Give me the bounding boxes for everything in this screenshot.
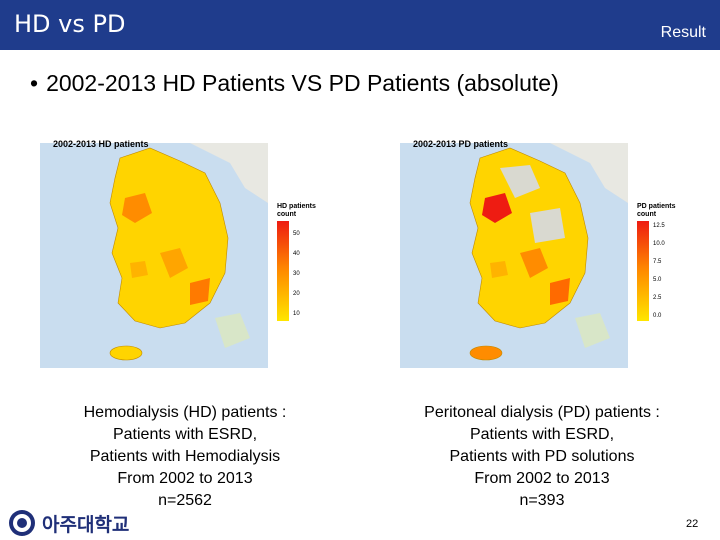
hd-map-figure: 2002-2013 HD patients HD patients count … — [35, 133, 316, 378]
pd-map-figure: 2002-2013 PD patients PD patients count … — [395, 133, 676, 378]
hd-caption-line: From 2002 to 2013 — [117, 470, 253, 487]
hd-legend-tick: 20 — [293, 291, 300, 297]
section-label: Result — [660, 24, 706, 41]
hd-caption-line: Hemodialysis (HD) patients : — [83, 404, 287, 421]
pd-legend-tick: 12.5 — [653, 223, 665, 229]
pd-legend-tick: 0.0 — [653, 313, 662, 319]
hd-caption-line: n=2562 — [158, 492, 212, 509]
pd-legend-title-line1: PD patients — [637, 203, 676, 210]
pd-caption-line: Patients with PD solutions — [449, 448, 635, 465]
hd-legend-tick: 50 — [293, 231, 300, 237]
hd-caption-line: Patients with Hemodialysis — [89, 448, 281, 465]
page-number: 22 — [686, 518, 699, 530]
pd-caption: Peritoneal dialysis (PD) patients : Pati… — [392, 402, 692, 512]
university-seal-icon — [9, 510, 35, 536]
hd-caption-line: Patients with ESRD, — [112, 426, 258, 443]
pd-map-area — [400, 143, 628, 368]
hd-legend-color-bar — [277, 221, 289, 321]
pd-caption-line: Patients with ESRD, — [469, 426, 615, 443]
pd-legend-tick: 7.5 — [653, 259, 662, 265]
hd-legend-title-line2: count — [277, 211, 297, 218]
pd-caption-line: Peritoneal dialysis (PD) patients : — [424, 404, 660, 421]
pd-legend-title-line2: count — [637, 211, 657, 218]
pd-legend-tick: 10.0 — [653, 241, 665, 247]
bullet-text: 2002-2013 HD Patients VS PD Patients (ab… — [46, 70, 559, 96]
hd-map-title: 2002-2013 HD patients — [53, 139, 149, 149]
pd-korea-map-image — [400, 143, 628, 368]
bullet-point: • 2002-2013 HD Patients VS PD Patients (a… — [30, 70, 559, 97]
pd-legend-title: PD patients count — [637, 203, 687, 219]
hd-legend-tick: 40 — [293, 251, 300, 257]
hd-map-area — [40, 143, 268, 368]
university-name: 아주대학교 — [42, 513, 130, 536]
pd-caption-line: From 2002 to 2013 — [474, 470, 610, 487]
hd-legend-tick: 30 — [293, 271, 300, 277]
hd-caption: Hemodialysis (HD) patients : Patients wi… — [35, 402, 335, 512]
bullet-symbol: • — [30, 70, 39, 96]
slide-title: HD vs PD — [14, 10, 126, 38]
hd-legend-tick: 10 — [293, 311, 300, 317]
pd-legend-color-bar — [637, 221, 649, 321]
slide-header: HD vs PD Result — [0, 0, 720, 50]
hd-legend-title-line1: HD patients — [277, 203, 316, 210]
hd-korea-map-image — [40, 143, 268, 368]
hd-legend-title: HD patients count — [277, 203, 327, 219]
pd-map-title: 2002-2013 PD patients — [413, 139, 509, 149]
pd-caption-line: n=393 — [519, 492, 565, 509]
university-logo: 아주대학교 — [8, 508, 129, 538]
pd-legend-tick: 5.0 — [653, 277, 662, 283]
pd-legend-tick: 2.5 — [653, 295, 662, 301]
